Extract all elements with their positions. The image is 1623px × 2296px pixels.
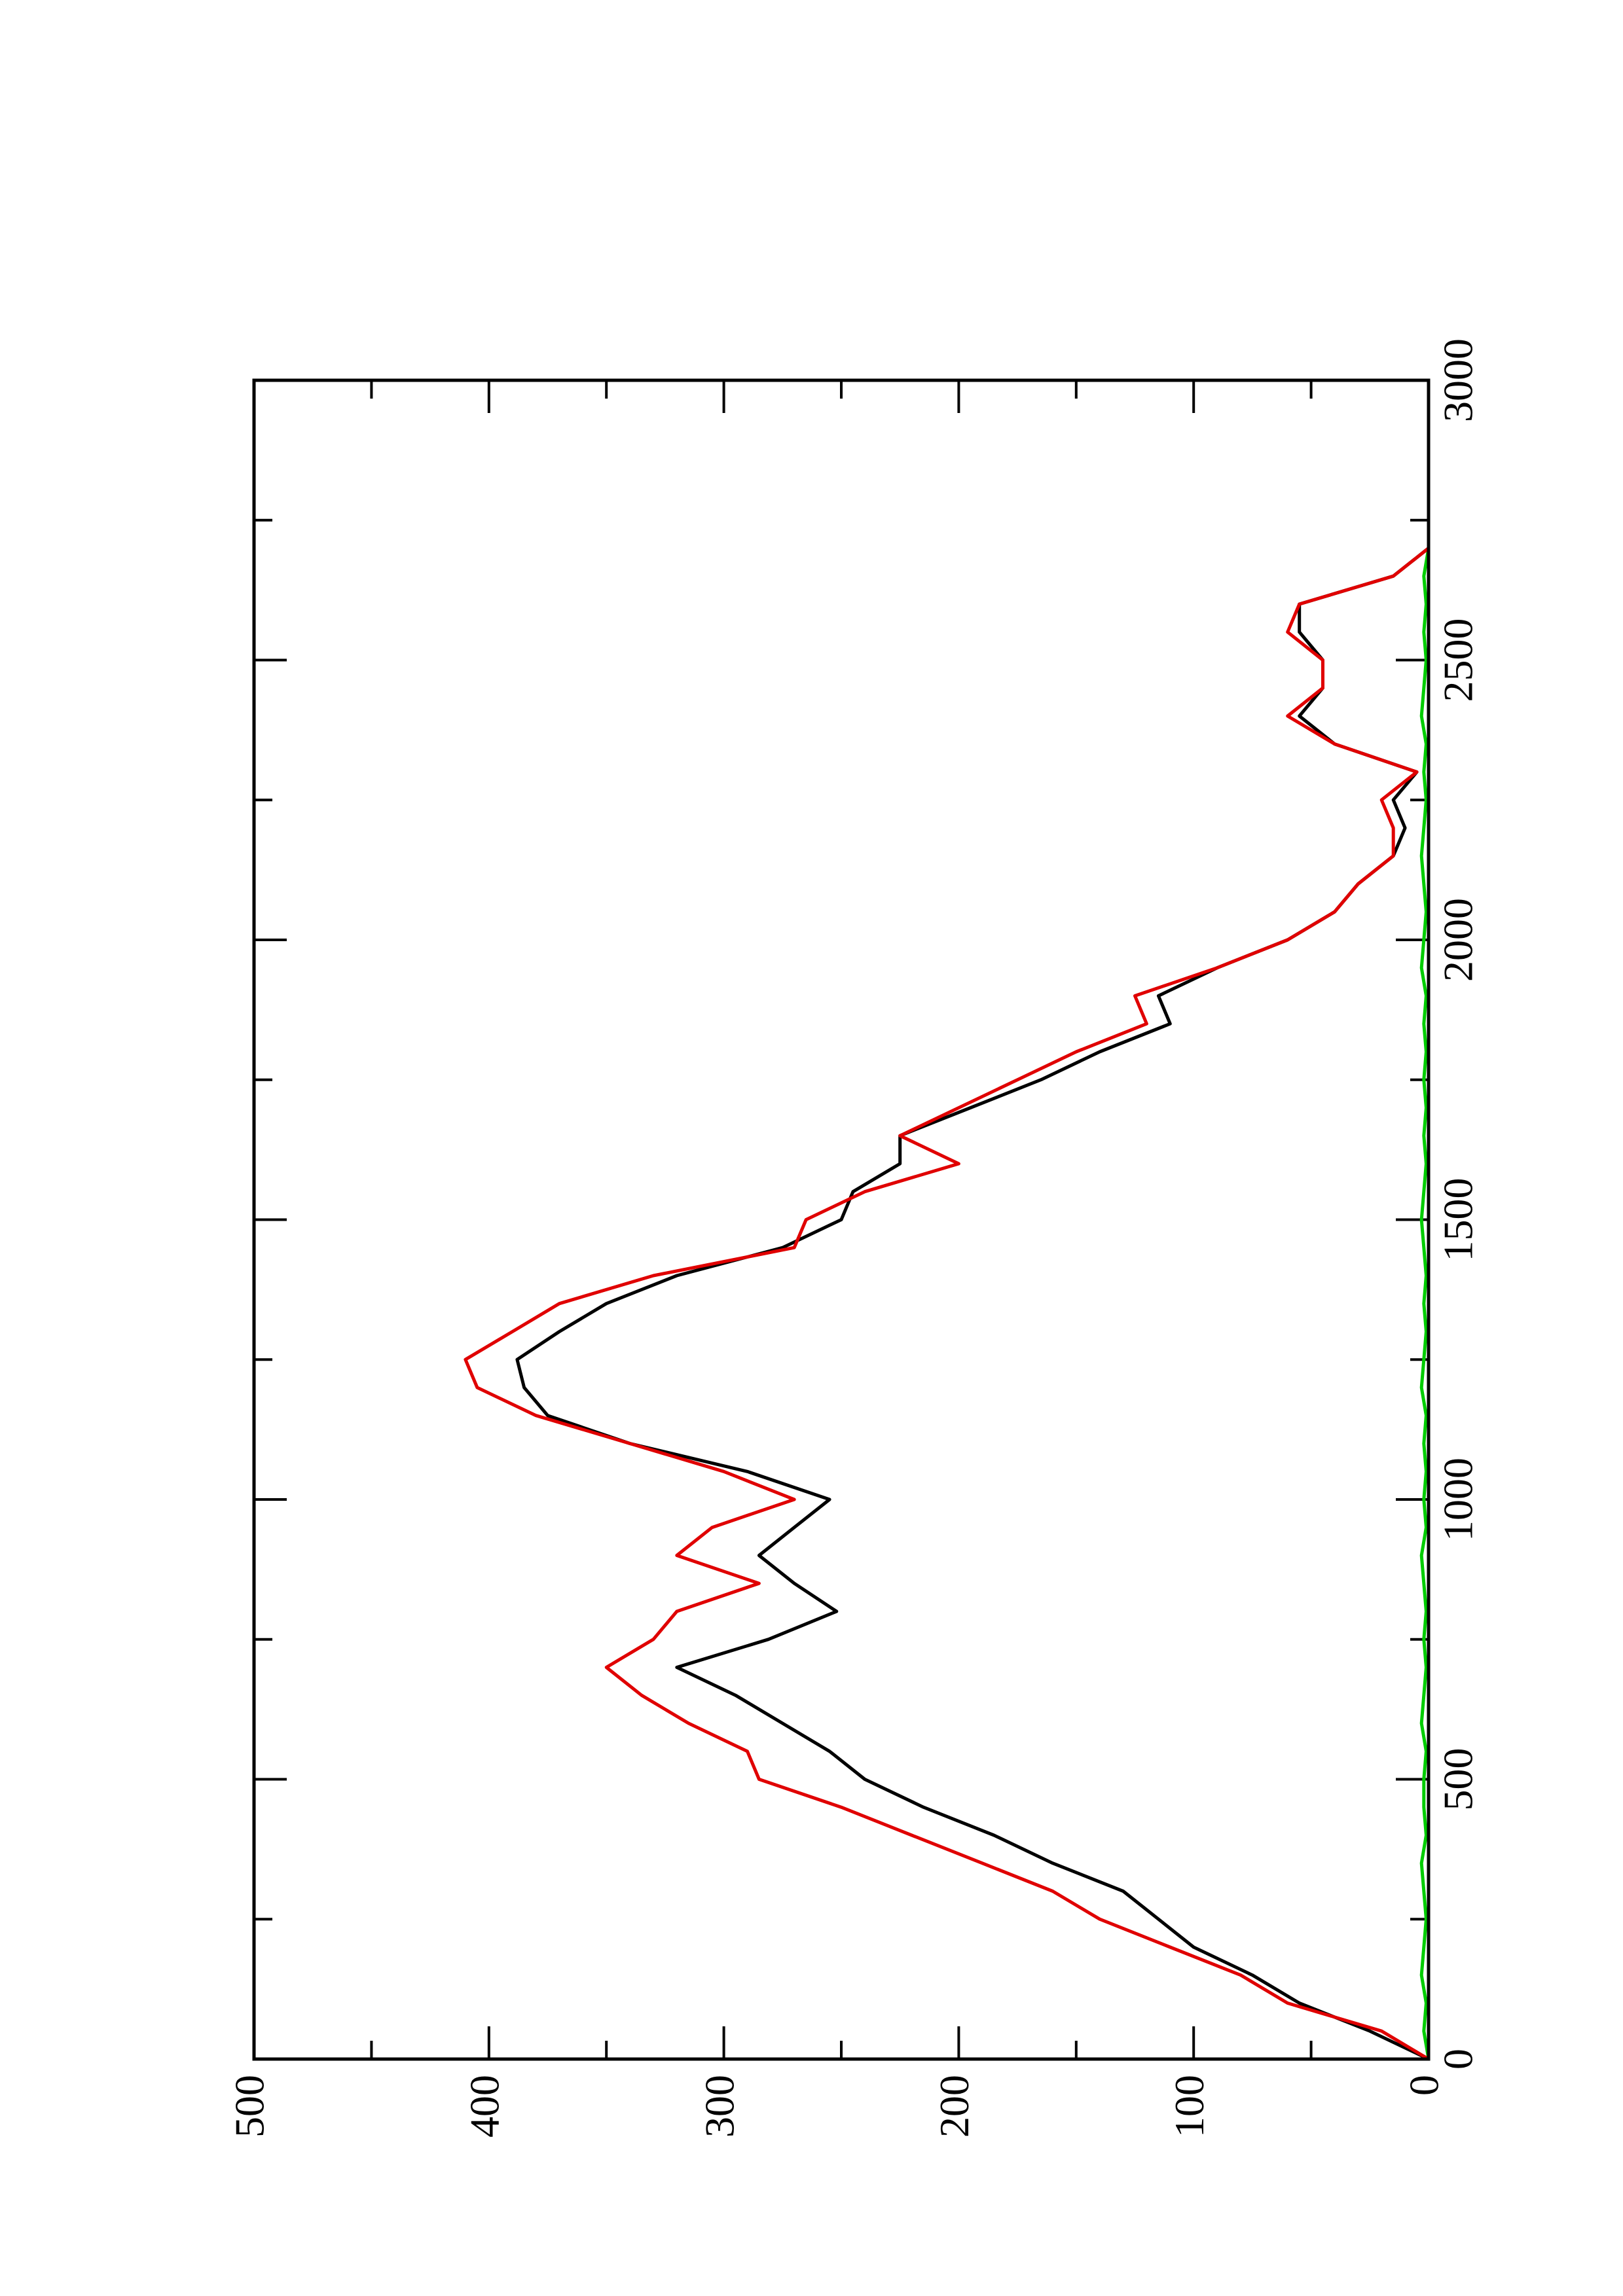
rotated-plot: 0 500 1000 1500 2000 2500 3000 0 100 200 300 400 500 (227, 338, 1482, 2138)
y-tick-label: 200 (931, 2075, 977, 2138)
y-tick-label: 100 (1166, 2075, 1213, 2138)
x-tick-label: 500 (1435, 1748, 1482, 1811)
y-tick-label: 500 (227, 2075, 273, 2138)
x-tick-label: 3000 (1435, 338, 1482, 422)
x-tick-label: 0 (1435, 2049, 1482, 2070)
x-tick-label: 1500 (1435, 1178, 1482, 1262)
x-tick-label: 1000 (1435, 1458, 1482, 1541)
series-line (1419, 548, 1431, 2060)
x-tick-label: 2000 (1435, 898, 1482, 982)
x-tick-label: 2500 (1435, 619, 1482, 702)
y-tick-label: 400 (461, 2075, 507, 2138)
series-line (515, 547, 1430, 2061)
y-tick-label: 300 (696, 2075, 742, 2138)
plot-frame (252, 378, 1431, 2061)
series-line (464, 547, 1430, 2061)
y-tick-label: 0 (1401, 2075, 1448, 2096)
